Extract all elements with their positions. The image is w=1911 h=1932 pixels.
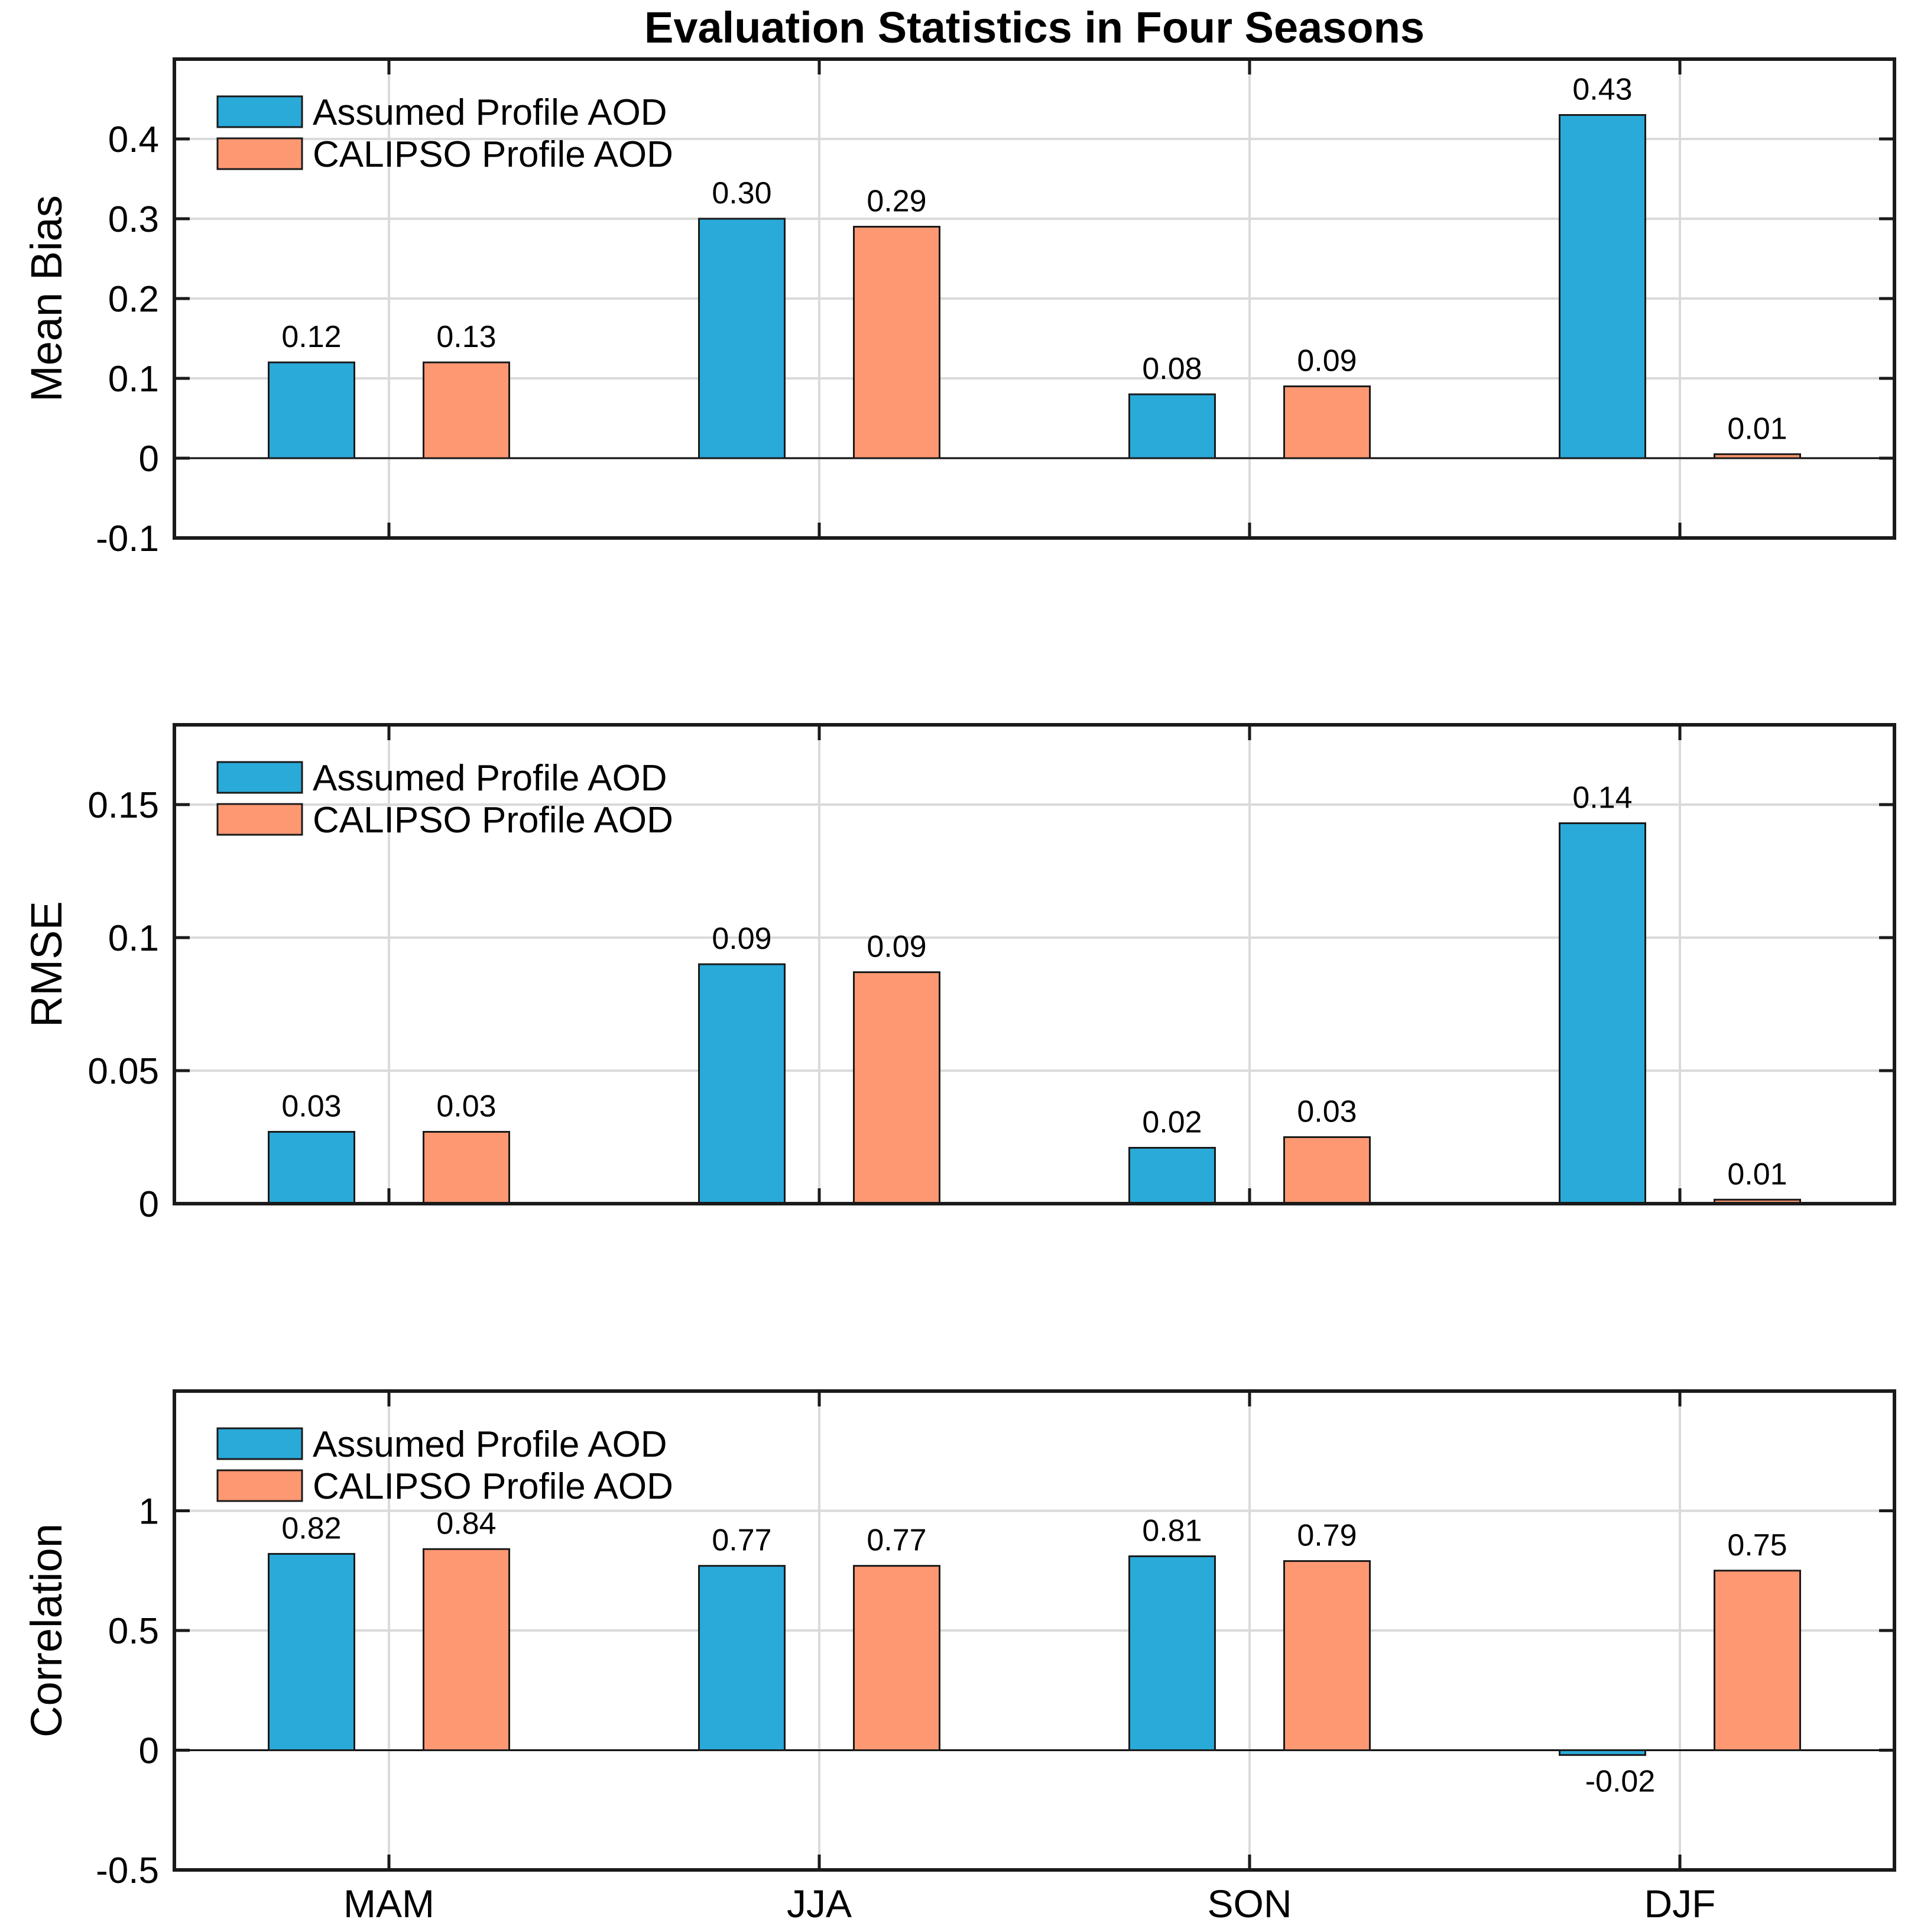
y-axis-label: Mean Bias	[22, 195, 71, 402]
bar-djf-calipso	[1714, 453, 1801, 459]
data-label: 0.03	[281, 1090, 341, 1124]
legend-label: CALIPSO Profile AOD	[313, 134, 673, 175]
data-label: 0.01	[1727, 411, 1787, 446]
legend-label: Assumed Profile AOD	[313, 92, 667, 133]
y-axis-label: RMSE	[22, 901, 71, 1027]
bar-son-assumed	[1128, 393, 1216, 459]
legend-label: Assumed Profile AOD	[313, 1424, 667, 1465]
x-tick-label: SON	[1207, 1882, 1292, 1925]
data-label: 0.30	[712, 176, 771, 210]
legend-swatch	[216, 803, 303, 836]
data-label: 0.12	[281, 320, 341, 354]
data-label: 0.77	[712, 1523, 771, 1558]
legend-swatch	[216, 761, 303, 794]
y-tick-label: 0.2	[108, 279, 159, 320]
data-label: 0.43	[1572, 73, 1632, 107]
y-tick-label: -0.5	[96, 1850, 159, 1891]
bar-djf-assumed	[1559, 822, 1646, 1205]
bar-son-assumed	[1128, 1147, 1216, 1205]
y-tick-label: 0.5	[108, 1611, 159, 1652]
data-label: 0.03	[436, 1090, 496, 1124]
panel-2: 0.03 0.09 0.02 0.14 0.03 0.09 0.03 0.01 0 0.05 0.1…	[22, 723, 1896, 1225]
bar-son-calipso	[1283, 385, 1371, 459]
chart-title: Evaluation Statistics in Four Seasons	[644, 3, 1425, 52]
legend-swatch	[216, 137, 303, 170]
bar-djf-assumed	[1559, 114, 1646, 459]
legend-swatch	[216, 1427, 303, 1460]
panel-1: 0.12 0.30 0.08 0.43 0.13 0.29 0.09 0.01 -0.1 0 0.1…	[22, 57, 1896, 559]
legend-label: CALIPSO Profile AOD	[313, 1466, 673, 1507]
data-label: 0.81	[1142, 1513, 1202, 1548]
data-label: 0.84	[436, 1506, 496, 1541]
data-label: 0.02	[1142, 1106, 1202, 1140]
legend-swatch	[216, 95, 303, 128]
bar-son-calipso	[1283, 1560, 1371, 1752]
panel-3: 0.82 0.77 0.81 -0.02 0.84 0.77 0.79 0.75 -0.5 0 0.…	[22, 1389, 1896, 1891]
data-label: 0.77	[867, 1523, 926, 1558]
data-label: 0.03	[1297, 1095, 1357, 1129]
data-label: 0.09	[712, 922, 771, 956]
y-tick-label: 1	[139, 1492, 159, 1532]
y-tick-label: 0.1	[108, 918, 159, 959]
bar-jja-assumed	[698, 963, 786, 1205]
bar-jja-assumed	[698, 218, 786, 459]
x-tick-label: JJA	[787, 1882, 852, 1925]
bar-mam-assumed	[268, 361, 355, 459]
bar-djf-assumed	[1559, 1749, 1646, 1756]
bar-son-assumed	[1128, 1555, 1216, 1751]
y-tick-label: 0	[139, 1184, 159, 1225]
y-tick-label: 0.1	[108, 359, 159, 400]
data-label: 0.08	[1142, 352, 1202, 386]
x-tick-label: MAM	[343, 1882, 434, 1925]
legend-label: CALIPSO Profile AOD	[313, 800, 673, 841]
data-label: 0.29	[867, 184, 926, 219]
bar-son-calipso	[1283, 1136, 1371, 1205]
data-label: -0.02	[1585, 1765, 1656, 1799]
legend-label: Assumed Profile AOD	[313, 758, 667, 799]
y-tick-label: 0.4	[108, 119, 159, 160]
y-tick-label: 0	[139, 1731, 159, 1772]
bar-jja-calipso	[853, 226, 940, 459]
bar-mam-assumed	[268, 1552, 355, 1751]
bar-mam-calipso	[423, 1131, 510, 1205]
y-tick-label: -0.1	[96, 518, 159, 559]
bar-jja-calipso	[853, 1565, 940, 1751]
data-label: 0.79	[1297, 1519, 1357, 1553]
data-label: 0.82	[281, 1511, 341, 1545]
data-label: 0.14	[1572, 781, 1632, 815]
bar-jja-calipso	[853, 971, 940, 1205]
x-tick-label: DJF	[1644, 1882, 1716, 1925]
data-label: 0.01	[1727, 1157, 1787, 1191]
data-label: 0.13	[436, 320, 496, 354]
bar-mam-calipso	[423, 1548, 510, 1752]
y-tick-label: 0.15	[87, 785, 159, 826]
data-label: 0.09	[1297, 344, 1357, 378]
y-tick-label: 0	[139, 439, 159, 479]
bar-jja-assumed	[698, 1565, 786, 1751]
data-label: 0.09	[867, 930, 926, 964]
axes-box	[173, 723, 1896, 1205]
legend-swatch	[216, 1469, 303, 1502]
y-tick-label: 0.05	[87, 1051, 159, 1092]
bar-mam-assumed	[268, 1131, 355, 1205]
bar-mam-calipso	[423, 361, 510, 459]
data-label: 0.75	[1727, 1528, 1787, 1563]
y-tick-label: 0.3	[108, 199, 159, 240]
y-axis-label: Correlation	[22, 1523, 71, 1737]
bar-djf-calipso	[1714, 1570, 1801, 1751]
